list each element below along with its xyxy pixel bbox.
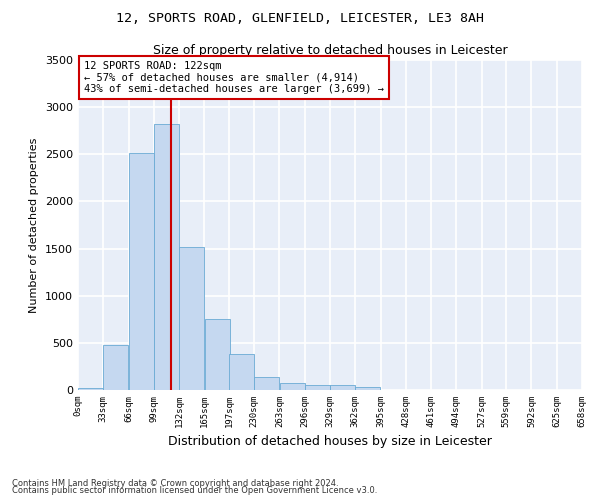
Text: Contains public sector information licensed under the Open Government Licence v3: Contains public sector information licen… bbox=[12, 486, 377, 495]
Bar bbox=[229, 354, 254, 390]
Bar bbox=[103, 344, 128, 390]
Title: Size of property relative to detached houses in Leicester: Size of property relative to detached ho… bbox=[152, 44, 508, 58]
Y-axis label: Number of detached properties: Number of detached properties bbox=[29, 138, 40, 312]
Bar bbox=[154, 124, 179, 390]
Bar bbox=[254, 377, 280, 390]
Bar bbox=[280, 384, 305, 390]
Bar bbox=[330, 385, 355, 390]
Bar bbox=[78, 388, 103, 390]
Bar bbox=[179, 246, 204, 390]
Bar bbox=[305, 385, 330, 390]
Bar bbox=[355, 387, 380, 390]
Bar bbox=[205, 320, 230, 390]
Text: Contains HM Land Registry data © Crown copyright and database right 2024.: Contains HM Land Registry data © Crown c… bbox=[12, 478, 338, 488]
Bar bbox=[128, 154, 154, 390]
X-axis label: Distribution of detached houses by size in Leicester: Distribution of detached houses by size … bbox=[168, 436, 492, 448]
Text: 12 SPORTS ROAD: 122sqm
← 57% of detached houses are smaller (4,914)
43% of semi-: 12 SPORTS ROAD: 122sqm ← 57% of detached… bbox=[84, 61, 384, 94]
Text: 12, SPORTS ROAD, GLENFIELD, LEICESTER, LE3 8AH: 12, SPORTS ROAD, GLENFIELD, LEICESTER, L… bbox=[116, 12, 484, 26]
